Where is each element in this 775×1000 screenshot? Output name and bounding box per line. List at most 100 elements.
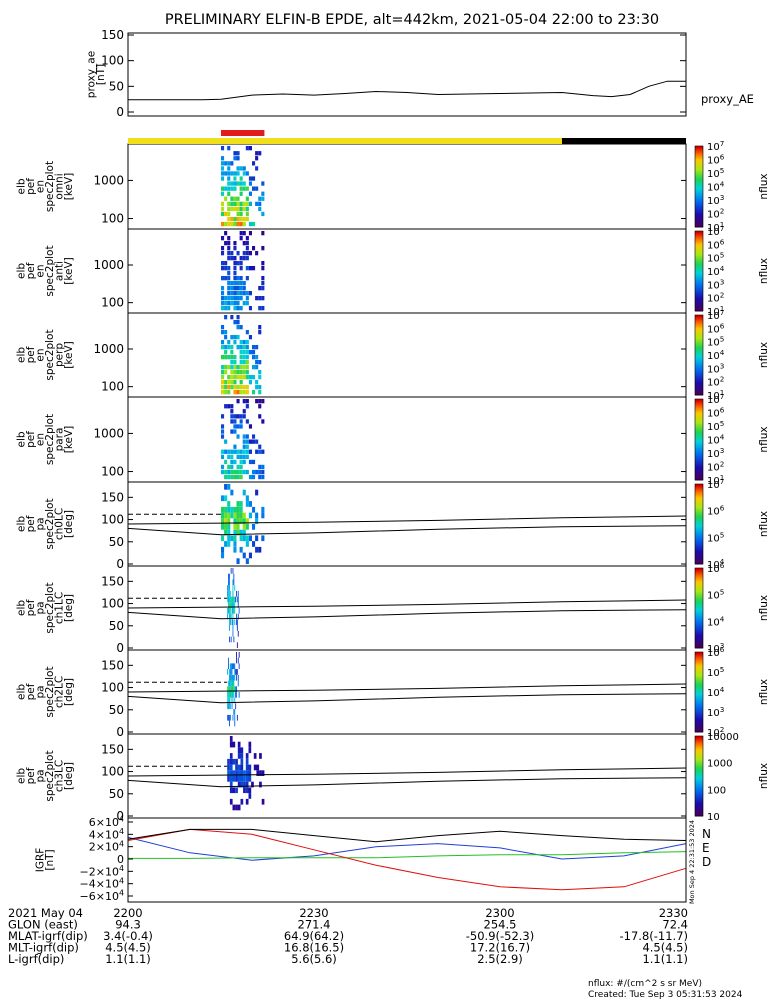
spectrum-cell bbox=[258, 360, 262, 365]
colorbar-segment bbox=[695, 235, 703, 238]
panel-frame bbox=[127, 143, 687, 230]
spectrum-cell bbox=[233, 512, 237, 519]
colorbar-segment bbox=[695, 471, 703, 475]
spectrum-cell bbox=[221, 186, 225, 191]
science-zone-bar bbox=[221, 130, 265, 136]
spectrum-cell bbox=[252, 161, 256, 166]
colorbar-segment bbox=[695, 786, 703, 789]
spectrum-cell bbox=[248, 474, 252, 480]
colorbar-segment bbox=[695, 512, 703, 515]
spectrum-cell bbox=[227, 764, 230, 771]
colorbar-segment bbox=[695, 806, 703, 809]
spectrum-cell bbox=[221, 261, 225, 266]
colorbar-segment bbox=[695, 718, 703, 721]
spectrum-cell bbox=[239, 276, 243, 281]
spectrum-cell bbox=[245, 291, 249, 296]
axis-row-value: 2230 bbox=[299, 906, 328, 920]
spectrum-cell bbox=[227, 171, 231, 176]
ytick-label: 0 bbox=[116, 557, 124, 571]
spectrum-cell bbox=[227, 211, 231, 217]
colorbar-segment bbox=[695, 453, 703, 457]
spectrum-cell bbox=[224, 171, 228, 176]
spectrum-cell bbox=[233, 276, 237, 281]
spectrum-cell bbox=[248, 375, 252, 380]
colorbar-segment bbox=[695, 361, 703, 364]
colorbar-segment bbox=[695, 363, 703, 366]
spectrum-cell bbox=[261, 474, 265, 480]
spectrum-cell bbox=[236, 335, 240, 340]
ylabel-line: en bbox=[34, 180, 46, 193]
spectrum-cell bbox=[237, 804, 241, 811]
spectrum-cell bbox=[248, 146, 252, 151]
spectrum-cell bbox=[229, 741, 233, 748]
spectrum-cell bbox=[234, 602, 236, 608]
colorbar-segment bbox=[695, 243, 703, 246]
ylabel-line: pef bbox=[25, 683, 37, 700]
colorbar-segment bbox=[695, 684, 703, 687]
colorbar-segment bbox=[695, 784, 703, 787]
colorbar-segment bbox=[695, 245, 703, 248]
colorbar-segment bbox=[695, 309, 703, 312]
spectrum-cell bbox=[236, 625, 238, 631]
spectrum-cell bbox=[248, 793, 252, 799]
spectrum-cell bbox=[236, 434, 240, 439]
spectrum-cell bbox=[228, 697, 229, 704]
spectrum-cell bbox=[227, 776, 230, 782]
spectrum-cell bbox=[245, 495, 249, 502]
spectrum-cell bbox=[229, 596, 231, 603]
ylabel-line: spec2plot bbox=[44, 582, 56, 633]
colorbar-tick-label: 107 bbox=[707, 392, 724, 406]
colorbar-segment bbox=[695, 152, 703, 155]
ytick-label: 0 bbox=[116, 809, 124, 823]
spectrum-cell bbox=[229, 590, 230, 597]
colorbar-segment bbox=[695, 323, 703, 326]
spectrum-cell bbox=[231, 663, 233, 670]
spectrum-cell bbox=[233, 365, 237, 370]
spectrum-cell bbox=[230, 350, 234, 355]
spectrum-cell bbox=[255, 251, 259, 256]
colorbar-segment bbox=[695, 373, 703, 376]
colorbar-segment bbox=[695, 554, 703, 557]
spectrum-cell bbox=[233, 529, 237, 536]
spectrum-cell bbox=[233, 320, 237, 325]
colorbar-segment bbox=[695, 415, 703, 418]
spectrum-cell bbox=[243, 776, 246, 782]
spectrum-cell bbox=[230, 469, 234, 475]
colorbar-segment bbox=[695, 716, 703, 719]
ytick-label: 150 bbox=[101, 574, 124, 588]
anti-loss-cone-line bbox=[127, 515, 687, 525]
colorbar-segment bbox=[695, 200, 703, 204]
spectrum-cell bbox=[261, 770, 265, 776]
spectrum-cell bbox=[228, 590, 229, 597]
ytick-label: 50 bbox=[109, 787, 124, 801]
spectrum-cell bbox=[236, 613, 237, 620]
spectrum-cell bbox=[231, 703, 233, 710]
spectrum-cell bbox=[255, 518, 259, 524]
spectrum-cell bbox=[224, 196, 228, 201]
spectrum-cell bbox=[259, 770, 262, 776]
spectrum-cell bbox=[227, 291, 231, 296]
colorbar-segment bbox=[695, 780, 703, 783]
spectrum-cell bbox=[233, 469, 237, 475]
colorbar-segment bbox=[695, 710, 703, 713]
colorbar-segment bbox=[695, 670, 703, 673]
colorbar-segment bbox=[695, 287, 703, 290]
colorbar-tick-label: 103 bbox=[707, 446, 724, 460]
colorbar-tick-label: 105 bbox=[707, 166, 724, 180]
colorbar-tick-label: 104 bbox=[707, 614, 725, 628]
colorbar-segment bbox=[695, 375, 703, 378]
ytick-label: 50 bbox=[109, 535, 124, 549]
colorbar-segment bbox=[695, 188, 703, 191]
colorbar-segment bbox=[695, 714, 703, 717]
colorbar-segment bbox=[695, 590, 703, 593]
spectrum-cell bbox=[233, 196, 237, 201]
spectrum-cell bbox=[255, 151, 259, 156]
spectrum-cell bbox=[239, 166, 243, 171]
spectrum-cell bbox=[224, 261, 228, 266]
spectrum-cell bbox=[236, 306, 240, 311]
spectrum-cell bbox=[239, 261, 243, 266]
colorbar-segment bbox=[695, 528, 703, 531]
ytick-label: 100 bbox=[101, 765, 124, 779]
spectrum-cell bbox=[237, 753, 241, 759]
